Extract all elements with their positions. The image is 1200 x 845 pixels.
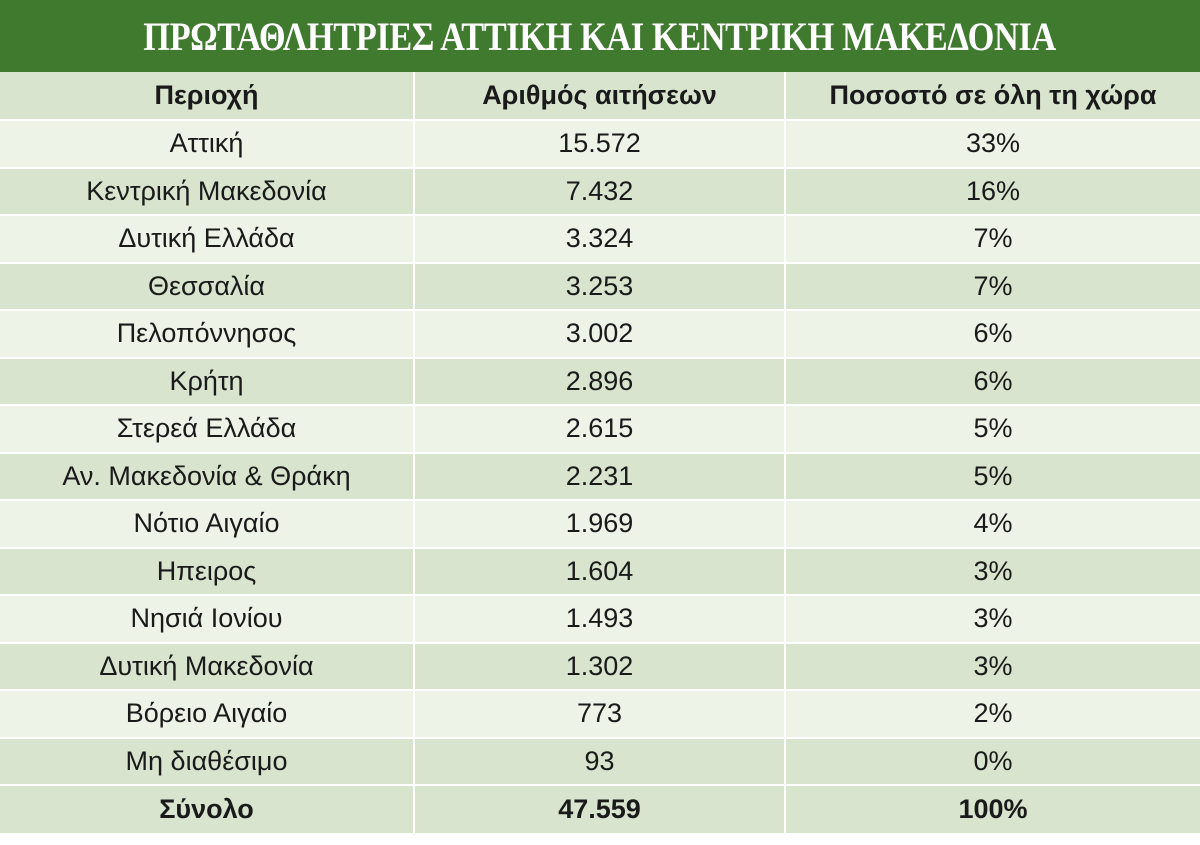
table-row: Πελοπόννησος 3.002 6% [0,310,1200,359]
region-cell: Μη διαθέσιμο [0,737,415,786]
table-row: Μη διαθέσιμο 93 0% [0,737,1200,786]
percentage-cell: 0% [785,737,1200,786]
table-row: Κεντρική Μακεδονία 7.432 16% [0,167,1200,216]
table-row: Νησιά Ιονίου 1.493 3% [0,595,1200,644]
region-cell: Κρήτη [0,357,415,406]
percentage-cell: 7% [785,262,1200,311]
percentage-cell: 3% [785,642,1200,691]
percentage-cell: 4% [785,500,1200,549]
applications-cell: 3.253 [414,262,786,311]
applications-cell: 3.324 [414,215,786,264]
percentage-cell: 2% [785,690,1200,739]
percentage-cell: 5% [785,405,1200,454]
percentage-cell: 6% [785,310,1200,359]
region-cell: Δυτική Ελλάδα [0,215,415,264]
region-cell: Αν. Μακεδονία & Θράκη [0,452,415,501]
total-percentage: 100% [785,785,1200,833]
applications-cell: 1.969 [414,500,786,549]
header-row: Περιοχή Αριθμός αιτήσεων Ποσοστό σε όλη … [0,72,1200,121]
applications-cell: 2.896 [414,357,786,406]
region-cell: Στερεά Ελλάδα [0,405,415,454]
column-header-percentage: Ποσοστό σε όλη τη χώρα [785,72,1200,121]
percentage-cell: 33% [785,120,1200,169]
percentage-cell: 7% [785,215,1200,264]
table-row: Νότιο Αιγαίο 1.969 4% [0,500,1200,549]
applications-cell: 93 [414,737,786,786]
region-cell: Κεντρική Μακεδονία [0,167,415,216]
table-row: Αν. Μακεδονία & Θράκη 2.231 5% [0,452,1200,501]
percentage-cell: 5% [785,452,1200,501]
region-cell: Δυτική Μακεδονία [0,642,415,691]
region-cell: Πελοπόννησος [0,310,415,359]
applications-cell: 2.615 [414,405,786,454]
region-cell: Νησιά Ιονίου [0,595,415,644]
total-label: Σύνολο [0,785,415,833]
region-cell: Θεσσαλία [0,262,415,311]
applications-cell: 2.231 [414,452,786,501]
table-row: Βόρειο Αιγαίο 773 2% [0,690,1200,739]
region-cell: Βόρειο Αιγαίο [0,690,415,739]
applications-cell: 1.302 [414,642,786,691]
percentage-cell: 3% [785,547,1200,596]
percentage-cell: 6% [785,357,1200,406]
applications-cell: 773 [414,690,786,739]
applications-cell: 1.604 [414,547,786,596]
region-cell: Αττική [0,120,415,169]
percentage-cell: 3% [785,595,1200,644]
region-cell: Ηπειρος [0,547,415,596]
data-table: Περιοχή Αριθμός αιτήσεων Ποσοστό σε όλη … [0,72,1200,833]
table-row: Στερεά Ελλάδα 2.615 5% [0,405,1200,454]
table-row: Δυτική Μακεδονία 1.302 3% [0,642,1200,691]
applications-cell: 3.002 [414,310,786,359]
total-applications: 47.559 [414,785,786,833]
table-row: Ηπειρος 1.604 3% [0,547,1200,596]
table-row: Κρήτη 2.896 6% [0,357,1200,406]
table-body: Αττική 15.572 33% Κεντρική Μακεδονία 7.432 16… [0,120,1200,786]
applications-cell: 15.572 [414,120,786,169]
total-row: Σύνολο 47.559 100% [0,785,1200,833]
percentage-cell: 16% [785,167,1200,216]
title-banner: ΠΡΩΤΑΘΛΗΤΡΙΕΣ ΑΤΤΙΚΗ ΚΑΙ ΚΕΝΤΡΙΚΗ ΜΑΚΕΔΟ… [0,0,1200,72]
applications-cell: 1.493 [414,595,786,644]
table-row: Δυτική Ελλάδα 3.324 7% [0,215,1200,264]
page-title: ΠΡΩΤΑΘΛΗΤΡΙΕΣ ΑΤΤΙΚΗ ΚΑΙ ΚΕΝΤΡΙΚΗ ΜΑΚΕΔΟ… [143,13,1057,59]
table-row: Αττική 15.572 33% [0,120,1200,169]
column-header-region: Περιοχή [0,72,415,121]
table-row: Θεσσαλία 3.253 7% [0,262,1200,311]
column-header-applications: Αριθμός αιτήσεων [414,72,786,121]
applications-cell: 7.432 [414,167,786,216]
region-cell: Νότιο Αιγαίο [0,500,415,549]
